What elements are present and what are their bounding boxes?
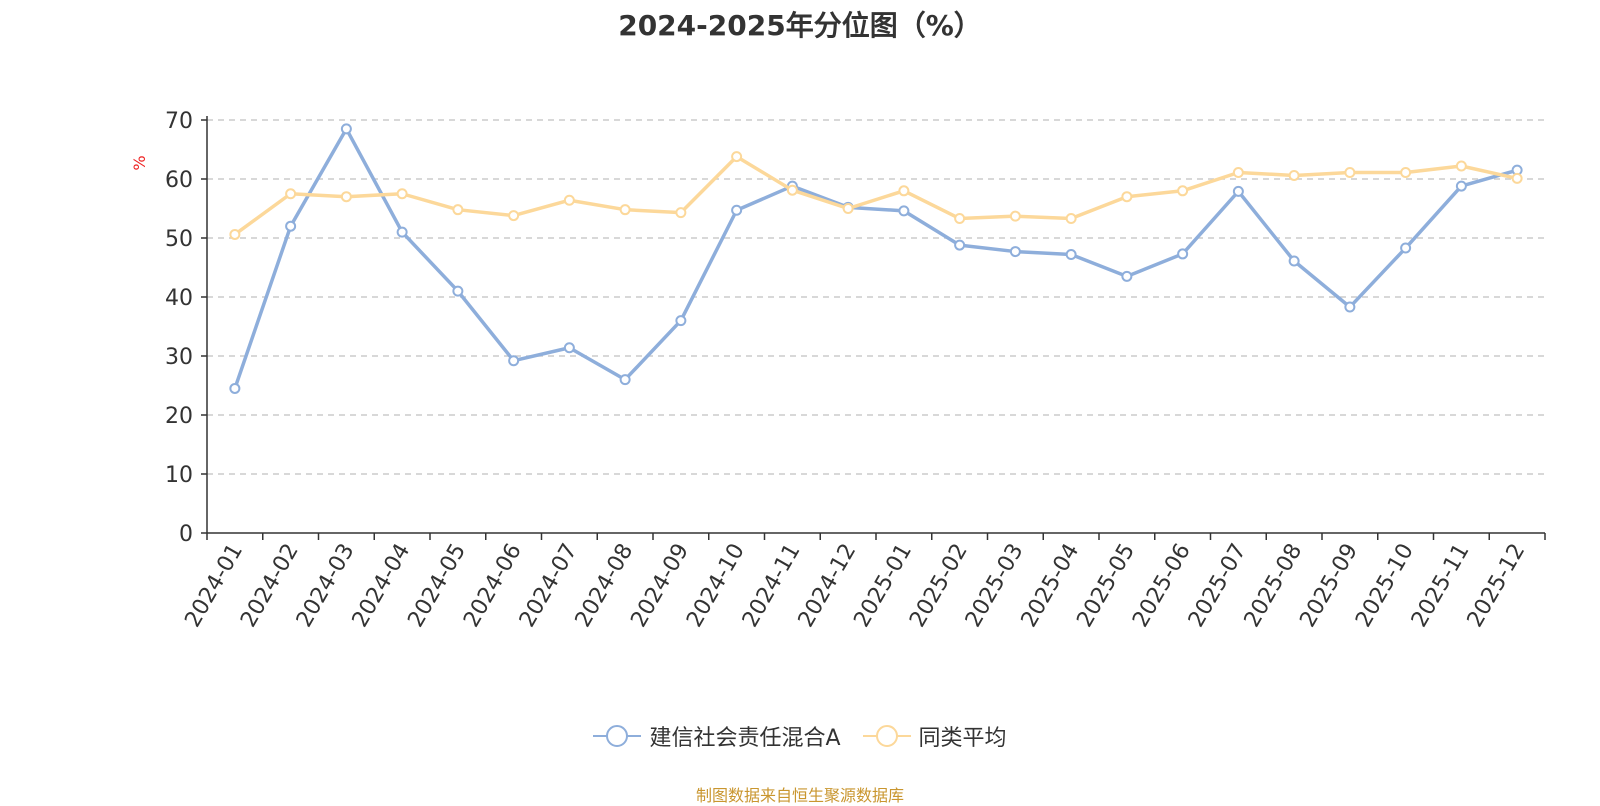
- series-2-point-2024-05[interactable]: [452, 204, 464, 216]
- series-2-point-2024-11[interactable]: [786, 184, 798, 196]
- series-1-point-2024-05[interactable]: [452, 285, 464, 297]
- series-2: [229, 151, 1523, 240]
- series-1-point-2024-10[interactable]: [731, 204, 743, 216]
- series-2-point-2025-06[interactable]: [1177, 185, 1189, 197]
- series-2-point-2025-11[interactable]: [1455, 160, 1467, 172]
- series-1-point-2025-09[interactable]: [1344, 301, 1356, 313]
- series-1-point-2024-09[interactable]: [675, 315, 687, 327]
- series-2-line: [233, 154, 1518, 236]
- series-1-point-2024-06[interactable]: [508, 355, 520, 367]
- gridlines: [207, 119, 1545, 475]
- series-1-point-2024-03[interactable]: [340, 123, 352, 135]
- y-tick-label-30: 30: [165, 345, 193, 370]
- legend-marker-series-2: [862, 725, 911, 747]
- y-tick-labels: 0 10 20 30 40 50 60 70: [165, 109, 193, 547]
- series-1-point-2025-08[interactable]: [1288, 255, 1300, 267]
- series-2-point-2025-12[interactable]: [1511, 172, 1523, 184]
- series-2-point-2024-06[interactable]: [508, 210, 520, 222]
- y-tick-label-60: 60: [165, 168, 193, 193]
- series-2-point-2024-01[interactable]: [229, 228, 241, 240]
- series-1-point-2024-04[interactable]: [396, 226, 408, 238]
- series-1-point-2025-01[interactable]: [898, 205, 910, 217]
- legend-item-series-2[interactable]: 同类平均: [862, 720, 1007, 752]
- series-2-point-2025-03[interactable]: [1009, 210, 1021, 222]
- series-group: [229, 123, 1523, 394]
- series-2-point-2025-08[interactable]: [1288, 169, 1300, 181]
- legend-item-series-1[interactable]: 建信社会责任混合A: [593, 720, 841, 752]
- series-2-point-2024-10[interactable]: [731, 151, 743, 163]
- series-2-point-2025-10[interactable]: [1400, 167, 1412, 179]
- legend-label-series-2: 同类平均: [918, 726, 1007, 751]
- line-chart: 0 10 20 30 40 50 60 70 2024-012024-022024-03202…: [130, 109, 1546, 632]
- series-1-point-2025-11[interactable]: [1455, 180, 1467, 192]
- y-tick-label-50: 50: [165, 227, 193, 252]
- legend: 建信社会责任混合A 同类平均: [0, 720, 1600, 752]
- y-tick-label-70: 70: [165, 109, 193, 134]
- series-1: [229, 123, 1523, 394]
- series-1-point-2025-03[interactable]: [1009, 246, 1021, 258]
- x-tick-labels: 2024-012024-022024-032024-042024-052024-…: [180, 540, 1530, 632]
- series-2-point-2025-02[interactable]: [954, 213, 966, 225]
- series-1-point-2025-04[interactable]: [1065, 249, 1077, 261]
- series-1-point-2024-01[interactable]: [229, 382, 241, 394]
- series-2-point-2025-09[interactable]: [1344, 167, 1356, 179]
- series-2-point-2025-04[interactable]: [1065, 213, 1077, 225]
- series-2-point-2025-01[interactable]: [898, 185, 910, 197]
- series-1-point-2025-10[interactable]: [1400, 242, 1412, 254]
- legend-marker-series-1: [593, 725, 642, 747]
- series-1-point-2024-07[interactable]: [563, 342, 575, 354]
- series-1-line: [233, 127, 1518, 390]
- series-2-point-2024-03[interactable]: [340, 191, 352, 203]
- series-2-point-2025-07[interactable]: [1232, 167, 1244, 179]
- legend-label-series-1: 建信社会责任混合A: [649, 726, 841, 751]
- series-2-point-2024-07[interactable]: [563, 194, 575, 206]
- series-2-point-2024-02[interactable]: [285, 188, 297, 200]
- y-tick-label-40: 40: [165, 286, 193, 311]
- series-1-point-2025-05[interactable]: [1121, 270, 1133, 282]
- series-2-point-2024-09[interactable]: [675, 207, 687, 219]
- y-tick-label-20: 20: [165, 404, 193, 429]
- series-2-point-2024-12[interactable]: [842, 203, 854, 214]
- series-2-point-2024-04[interactable]: [396, 188, 408, 200]
- y-tick-label-0: 0: [179, 522, 193, 547]
- series-1-point-2024-08[interactable]: [619, 374, 631, 386]
- series-2-point-2024-08[interactable]: [619, 204, 631, 216]
- series-1-point-2025-02[interactable]: [954, 239, 966, 251]
- data-source-note: 制图数据来自恒生聚源数据库: [695, 786, 904, 805]
- axes: [201, 116, 1546, 540]
- series-1-point-2025-06[interactable]: [1177, 248, 1189, 260]
- series-2-point-2025-05[interactable]: [1121, 191, 1133, 203]
- y-tick-label-10: 10: [165, 463, 193, 488]
- y-axis-label: %: [130, 155, 149, 170]
- series-1-point-2025-07[interactable]: [1232, 185, 1244, 197]
- chart-title: 2024-2025年分位图（%）: [618, 9, 982, 42]
- series-1-point-2024-02[interactable]: [285, 220, 297, 232]
